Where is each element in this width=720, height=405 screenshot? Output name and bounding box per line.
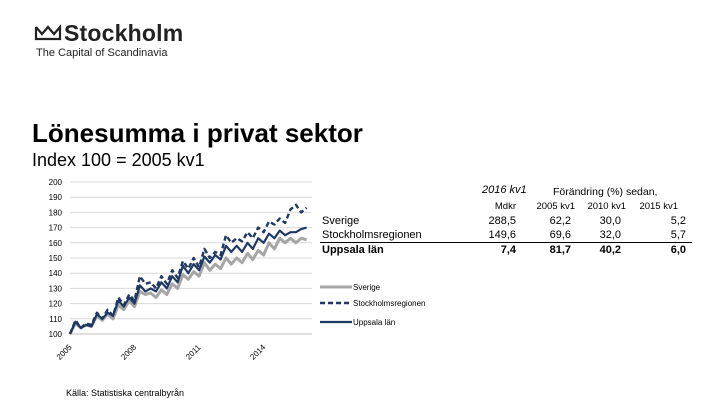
row-label-stockholmsregionen: Stockholmsregionen — [322, 229, 422, 241]
logo-tagline: The Capital of Scandinavia — [36, 47, 168, 59]
y-tick-label: 150 — [49, 254, 63, 263]
row-label-sverige: Sverige — [322, 215, 360, 227]
y-tick-label: 100 — [49, 330, 63, 339]
y-tick-label: 190 — [49, 193, 63, 202]
cell-sthlm-2015: 5,7 — [670, 229, 686, 241]
y-tick-label: 110 — [49, 315, 62, 324]
y-tick-label: 140 — [49, 269, 63, 278]
x-tick-label: 2011 — [184, 343, 203, 362]
series-line-1 — [68, 203, 308, 335]
legend-label-0: Sverige — [353, 283, 381, 292]
y-tick-label: 200 — [49, 178, 63, 187]
cell-sthlm-mdkr: 149,6 — [488, 229, 516, 241]
col-header-2015: 2015 kv1 — [639, 201, 678, 212]
x-tick-label: 2014 — [248, 342, 267, 361]
series-line-0 — [68, 236, 308, 335]
cell-sthlm-2010: 32,0 — [599, 229, 621, 241]
source-note: Källa: Statistiska centralbyrån — [66, 388, 185, 398]
logo-wordmark: Stockholm — [64, 20, 184, 46]
cell-sverige-2005: 62,2 — [549, 215, 571, 227]
col-header-mdkr: Mdkr — [494, 201, 516, 212]
y-tick-label: 120 — [49, 300, 63, 309]
cell-sverige-mdkr: 288,5 — [488, 215, 516, 227]
y-tick-label: 160 — [49, 239, 63, 248]
cell-uppsala-2005: 81,7 — [549, 244, 571, 256]
crown-icon — [34, 24, 62, 41]
page-title: Lönesumma i privat sektor — [32, 118, 363, 148]
row-label-uppsala: Uppsala län — [322, 244, 384, 256]
x-tick-label: 2008 — [119, 342, 138, 361]
y-tick-label: 130 — [49, 284, 63, 293]
cell-sthlm-2005: 69,6 — [549, 229, 571, 241]
col-header-2010: 2010 kv1 — [587, 201, 626, 212]
y-tick-label: 170 — [49, 224, 63, 233]
x-tick-label: 2005 — [55, 342, 74, 361]
page-subtitle: Index 100 = 2005 kv1 — [32, 150, 205, 170]
col-header-2005: 2005 kv1 — [536, 201, 575, 212]
cell-sverige-2010: 30,0 — [599, 215, 621, 227]
stockholm-logo: Stockholm The Capital of Scandinavia — [34, 20, 234, 64]
line-chart: 100 110 120 130 140 150 160 170 180 190 200 2005 200… — [49, 178, 426, 362]
cell-uppsala-mdkr: 7,4 — [500, 244, 516, 256]
legend-label-1: Stockholmsregionen — [353, 299, 425, 308]
table-period: 2016 kv1 — [482, 184, 527, 196]
series-line-2 — [68, 226, 307, 335]
cell-uppsala-2015: 6,0 — [670, 244, 686, 256]
y-tick-label: 180 — [49, 208, 63, 217]
cell-uppsala-2010: 40,2 — [599, 244, 621, 256]
cell-sverige-2015: 5,2 — [670, 215, 686, 227]
table-change-header: Förändring (%) sedan, — [553, 186, 658, 198]
legend-label-2: Uppsala län — [353, 318, 395, 327]
table-rule — [320, 242, 692, 243]
